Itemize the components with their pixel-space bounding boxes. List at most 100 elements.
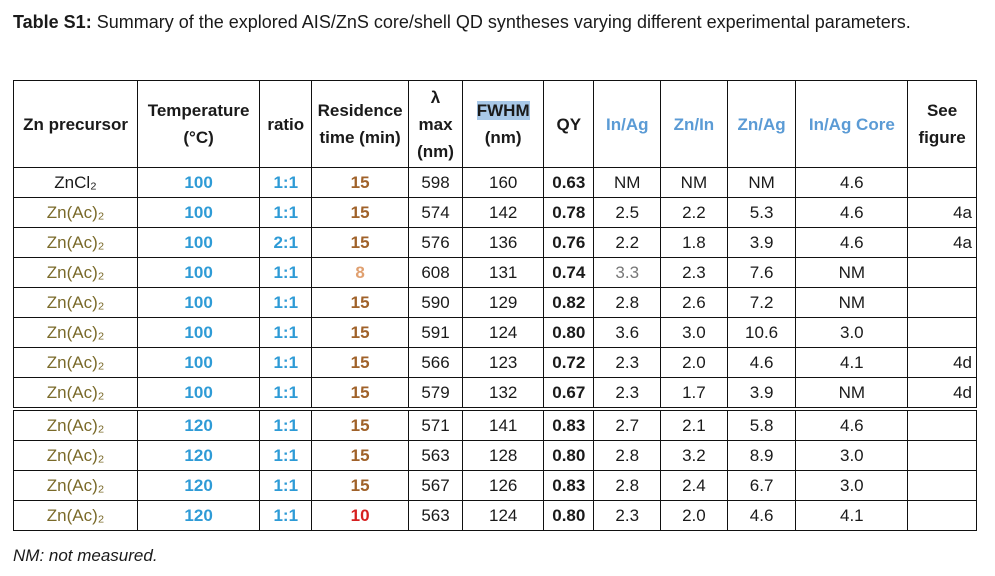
cell-temp: 120 xyxy=(137,440,261,471)
cell-qy: 0.83 xyxy=(543,407,595,441)
cell-fig: 4d xyxy=(907,347,977,378)
cell-res: 10 xyxy=(311,500,409,531)
cell-fig: 4a xyxy=(907,197,977,228)
cell-temp: 100 xyxy=(137,287,261,318)
caption-label: Table S1: xyxy=(13,12,92,32)
cell-ratio: 1:1 xyxy=(259,197,313,228)
cell-lambda: 608 xyxy=(407,257,464,288)
cell-lambda: 579 xyxy=(407,377,464,410)
cell-temp: 100 xyxy=(137,317,261,348)
cell-temp: 120 xyxy=(137,407,261,441)
cell-lambda: 563 xyxy=(407,440,464,471)
cell-zn: Zn(Ac)₂ xyxy=(12,440,139,471)
cell-inag: 2.8 xyxy=(593,440,662,471)
table-row: Zn(Ac)₂ 100 1:1 15 566 123 0.72 2.3 2.0 4.6 4.1 4d xyxy=(12,347,977,378)
cell-fig: 4d xyxy=(907,377,977,410)
cell-znin: 2.6 xyxy=(660,287,728,318)
cell-znin: 1.7 xyxy=(660,377,728,410)
cell-lambda: 598 xyxy=(407,167,464,198)
cell-qy: 0.67 xyxy=(543,377,595,410)
cell-fwhm: 160 xyxy=(462,167,545,198)
table-row: Zn(Ac)₂ 120 1:1 15 563 128 0.80 2.8 3.2 8.9 3.0 xyxy=(12,440,977,471)
cell-znin: 1.8 xyxy=(660,227,728,258)
cell-res: 15 xyxy=(311,167,409,198)
cell-ratio: 1:1 xyxy=(259,287,313,318)
cell-qy: 0.83 xyxy=(543,470,595,501)
cell-temp: 100 xyxy=(137,167,261,198)
table-row: ZnCl₂ 100 1:1 15 598 160 0.63 NM NM NM 4.6 xyxy=(12,167,977,198)
cell-lambda: 567 xyxy=(407,470,464,501)
cell-lambda: 574 xyxy=(407,197,464,228)
cell-qy: 0.80 xyxy=(543,317,595,348)
cell-fwhm: 123 xyxy=(462,347,545,378)
cell-fwhm: 126 xyxy=(462,470,545,501)
cell-ratio: 2:1 xyxy=(259,227,313,258)
cell-znin: 2.0 xyxy=(660,500,728,531)
cell-inag: 2.3 xyxy=(593,500,662,531)
cell-znin: NM xyxy=(660,167,728,198)
table-row: Zn(Ac)₂ 120 1:1 10 563 124 0.80 2.3 2.0 4.6 4.1 xyxy=(12,500,977,531)
header-fwhm-unit: (nm) xyxy=(484,128,522,147)
table-row: Zn(Ac)₂ 100 1:1 15 579 132 0.67 2.3 1.7 3.9 NM 4d xyxy=(12,377,977,410)
cell-fwhm: 131 xyxy=(462,257,545,288)
cell-znag: 5.8 xyxy=(726,407,797,441)
cell-znin: 3.2 xyxy=(660,440,728,471)
cell-lambda: 576 xyxy=(407,227,464,258)
header-row: Zn precursor Temperature (°C) ratio Resi… xyxy=(12,80,977,168)
header-zn-precursor: Zn precursor xyxy=(12,80,139,168)
cell-fig xyxy=(907,287,977,318)
cell-core: 4.6 xyxy=(795,197,909,228)
cell-ratio: 1:1 xyxy=(259,470,313,501)
cell-qy: 0.80 xyxy=(543,500,595,531)
table-row: Zn(Ac)₂ 100 2:1 15 576 136 0.76 2.2 1.8 3.9 4.6 4a xyxy=(12,227,977,258)
header-fwhm-label: FWHM xyxy=(476,101,530,120)
cell-znag: 3.9 xyxy=(726,227,797,258)
cell-temp: 100 xyxy=(137,257,261,288)
cell-lambda: 571 xyxy=(407,407,464,441)
cell-ratio: 1:1 xyxy=(259,347,313,378)
cell-lambda: 563 xyxy=(407,500,464,531)
cell-fwhm: 142 xyxy=(462,197,545,228)
cell-fig xyxy=(907,440,977,471)
header-in-ag: In/Ag xyxy=(593,80,662,168)
cell-lambda: 566 xyxy=(407,347,464,378)
cell-res: 15 xyxy=(311,227,409,258)
cell-ratio: 1:1 xyxy=(259,167,313,198)
cell-fwhm: 132 xyxy=(462,377,545,410)
table-row: Zn(Ac)₂ 100 1:1 15 590 129 0.82 2.8 2.6 7.2 NM xyxy=(12,287,977,318)
cell-znag: 3.9 xyxy=(726,377,797,410)
cell-qy: 0.78 xyxy=(543,197,595,228)
cell-res: 15 xyxy=(311,407,409,441)
cell-inag: 3.3 xyxy=(593,257,662,288)
header-residence-time: Residence time (min) xyxy=(311,80,409,168)
cell-res: 15 xyxy=(311,347,409,378)
header-see-figure: See figure xyxy=(907,80,977,168)
cell-temp: 120 xyxy=(137,500,261,531)
cell-znag: NM xyxy=(726,167,797,198)
cell-res: 15 xyxy=(311,287,409,318)
table-caption: Table S1: Summary of the explored AIS/Zn… xyxy=(13,8,973,36)
cell-fwhm: 136 xyxy=(462,227,545,258)
header-fwhm: FWHM (nm) xyxy=(462,80,545,168)
cell-znag: 5.3 xyxy=(726,197,797,228)
cell-zn: Zn(Ac)₂ xyxy=(12,347,139,378)
cell-core: NM xyxy=(795,377,909,410)
cell-res: 15 xyxy=(311,377,409,410)
table-row: Zn(Ac)₂ 100 1:1 8 608 131 0.74 3.3 2.3 7.6 NM xyxy=(12,257,977,288)
cell-zn: Zn(Ac)₂ xyxy=(12,317,139,348)
cell-qy: 0.74 xyxy=(543,257,595,288)
synthesis-table: Zn precursor Temperature (°C) ratio Resi… xyxy=(12,80,977,531)
cell-fwhm: 141 xyxy=(462,407,545,441)
header-temperature: Temperature (°C) xyxy=(137,80,261,168)
cell-inag: 2.3 xyxy=(593,377,662,410)
cell-temp: 100 xyxy=(137,197,261,228)
cell-fwhm: 129 xyxy=(462,287,545,318)
cell-core: 4.6 xyxy=(795,167,909,198)
cell-qy: 0.63 xyxy=(543,167,595,198)
table-row: Zn(Ac)₂ 100 1:1 15 574 142 0.78 2.5 2.2 5.3 4.6 4a xyxy=(12,197,977,228)
cell-zn: Zn(Ac)₂ xyxy=(12,377,139,410)
header-ratio: ratio xyxy=(259,80,313,168)
caption-text: Summary of the explored AIS/ZnS core/she… xyxy=(91,12,911,32)
cell-qy: 0.72 xyxy=(543,347,595,378)
cell-znin: 2.4 xyxy=(660,470,728,501)
